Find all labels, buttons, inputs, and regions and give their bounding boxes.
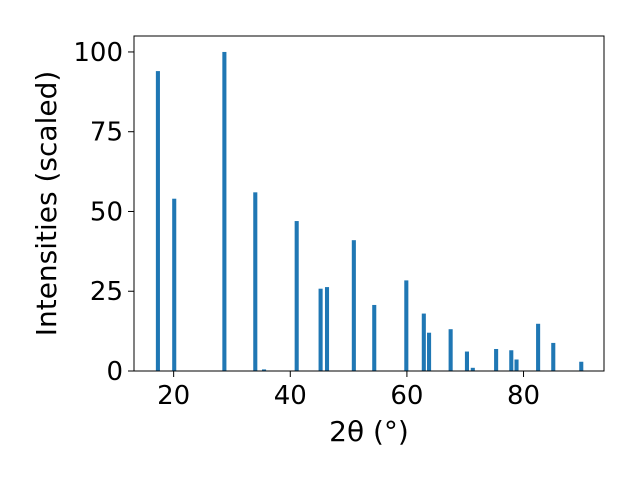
y-tick-label: 75 [90,118,123,148]
x-tick-label: 80 [507,381,540,411]
y-axis-label: Intensities (scaled) [30,71,63,337]
bar-18 [514,359,519,371]
bar-19 [536,323,541,371]
bar-21 [579,361,584,371]
bar-20 [551,342,556,371]
bar-2 [222,51,227,371]
bar-8 [351,240,356,371]
bar-12 [427,332,432,371]
bar-17 [509,350,514,371]
bar-6 [318,288,323,371]
y-tick-label: 50 [90,197,123,227]
x-tick-label: 20 [157,381,190,411]
bar-7 [324,287,330,371]
bar-1 [172,198,177,371]
x-axis: 20 40 60 80 [157,371,540,411]
bar-10 [404,280,409,371]
bar-13 [448,329,453,371]
bar-15 [470,367,475,371]
y-axis: 0 25 50 75 100 [73,38,134,387]
bar-14 [464,351,469,371]
y-tick-label: 25 [90,277,123,307]
bar-11 [421,313,426,371]
bar-5 [294,221,299,371]
plot-frame [133,35,605,372]
bar-16 [494,348,499,371]
y-tick-label: 100 [73,38,123,68]
x-tick-label: 40 [274,381,307,411]
bar-9 [372,304,377,371]
bar-series [155,51,584,371]
x-axis-label: 2θ (°) [329,415,409,448]
bar-3 [253,192,258,371]
x-tick-label: 60 [390,381,423,411]
y-tick-label: 0 [106,357,123,387]
bar-0 [155,71,160,371]
bar-4 [262,369,267,371]
